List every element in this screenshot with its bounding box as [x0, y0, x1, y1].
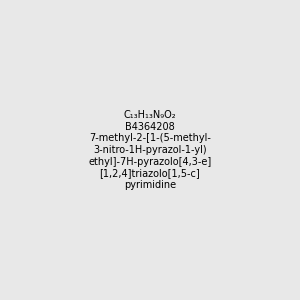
Text: C₁₃H₁₃N₉O₂
B4364208
7-methyl-2-[1-(5-methyl-
3-nitro-1H-pyrazol-1-yl)
ethyl]-7H-: C₁₃H₁₃N₉O₂ B4364208 7-methyl-2-[1-(5-met… — [88, 110, 212, 190]
